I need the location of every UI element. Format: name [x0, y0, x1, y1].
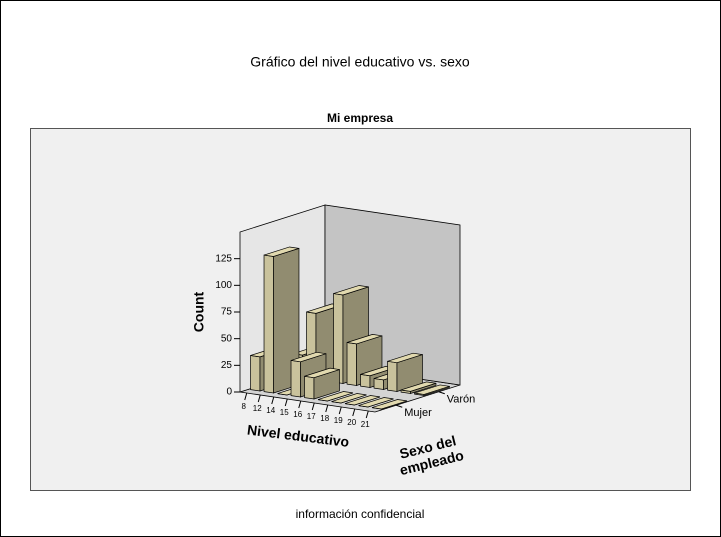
x-tick-label: 19 [334, 416, 343, 425]
bar-top [414, 384, 450, 395]
x-tick [365, 410, 369, 419]
bar [414, 384, 450, 396]
y-tick-label: 75 [221, 307, 233, 318]
bar-top [344, 395, 381, 406]
bar-front [304, 375, 315, 400]
x-tick-label: 12 [253, 404, 262, 413]
bar-front [250, 355, 261, 392]
y-axis-title: Count [191, 291, 207, 332]
x-tick [257, 394, 261, 403]
y-tick-label: 125 [215, 253, 232, 264]
bar-front [290, 359, 301, 398]
bar-top [317, 391, 354, 402]
chart-title: Gráfico del nivel educativo vs. sexo [250, 54, 470, 70]
x-tick-label: 17 [307, 412, 316, 421]
x-tick-label: 16 [293, 410, 302, 419]
x-tick [284, 398, 288, 407]
y-tick-label: 100 [215, 280, 232, 291]
plot: 0 25 50 75 100 125 8 12 14 15 16 17 18 19 20 21 Mujer Var… [191, 204, 476, 478]
x-tick-label: 18 [320, 414, 329, 423]
x-tick-label: 14 [266, 406, 275, 415]
bar [331, 393, 367, 404]
bar-top [400, 381, 437, 392]
bar [344, 395, 381, 406]
bar [400, 381, 437, 394]
footer: información confidencial [296, 507, 425, 521]
bar-front [360, 373, 371, 388]
x-tick-label: 15 [280, 408, 289, 417]
x-tick [338, 406, 342, 415]
x-tick [244, 392, 248, 401]
bar [317, 391, 354, 402]
bar-front [373, 378, 384, 390]
x-tick [325, 404, 329, 413]
bar [304, 367, 340, 400]
bar-top [346, 334, 383, 345]
bar-front [263, 254, 274, 394]
bar-top [333, 285, 369, 296]
x-tick-label: 20 [347, 418, 356, 427]
bar [263, 246, 300, 394]
y-tick-label: 25 [221, 360, 233, 371]
z-tick [396, 404, 403, 408]
x-tick-label: 21 [361, 420, 370, 429]
bar [358, 397, 394, 408]
x-tick [352, 408, 356, 417]
bar [387, 352, 423, 392]
z-tick [438, 391, 445, 395]
bar-front [346, 342, 357, 386]
z-tick-label: Varón [447, 394, 476, 406]
bar-top [304, 367, 340, 379]
x-tick [271, 396, 275, 405]
y-tick-label: 50 [221, 333, 233, 344]
bar-top [263, 246, 300, 257]
chart-subtitle: Mi empresa [327, 111, 393, 125]
z-tick-label: Mujer [404, 407, 432, 419]
x-tick [311, 402, 315, 411]
bar [371, 399, 408, 410]
bar-front [387, 360, 398, 392]
x-tick [298, 400, 302, 409]
x-tick-label: 8 [242, 402, 247, 411]
bar-top [290, 351, 327, 363]
bar-top [331, 393, 367, 404]
bar-top [358, 397, 394, 408]
y-tick-label: 0 [226, 387, 232, 398]
bar-top [387, 352, 423, 364]
bar-top [371, 399, 408, 410]
